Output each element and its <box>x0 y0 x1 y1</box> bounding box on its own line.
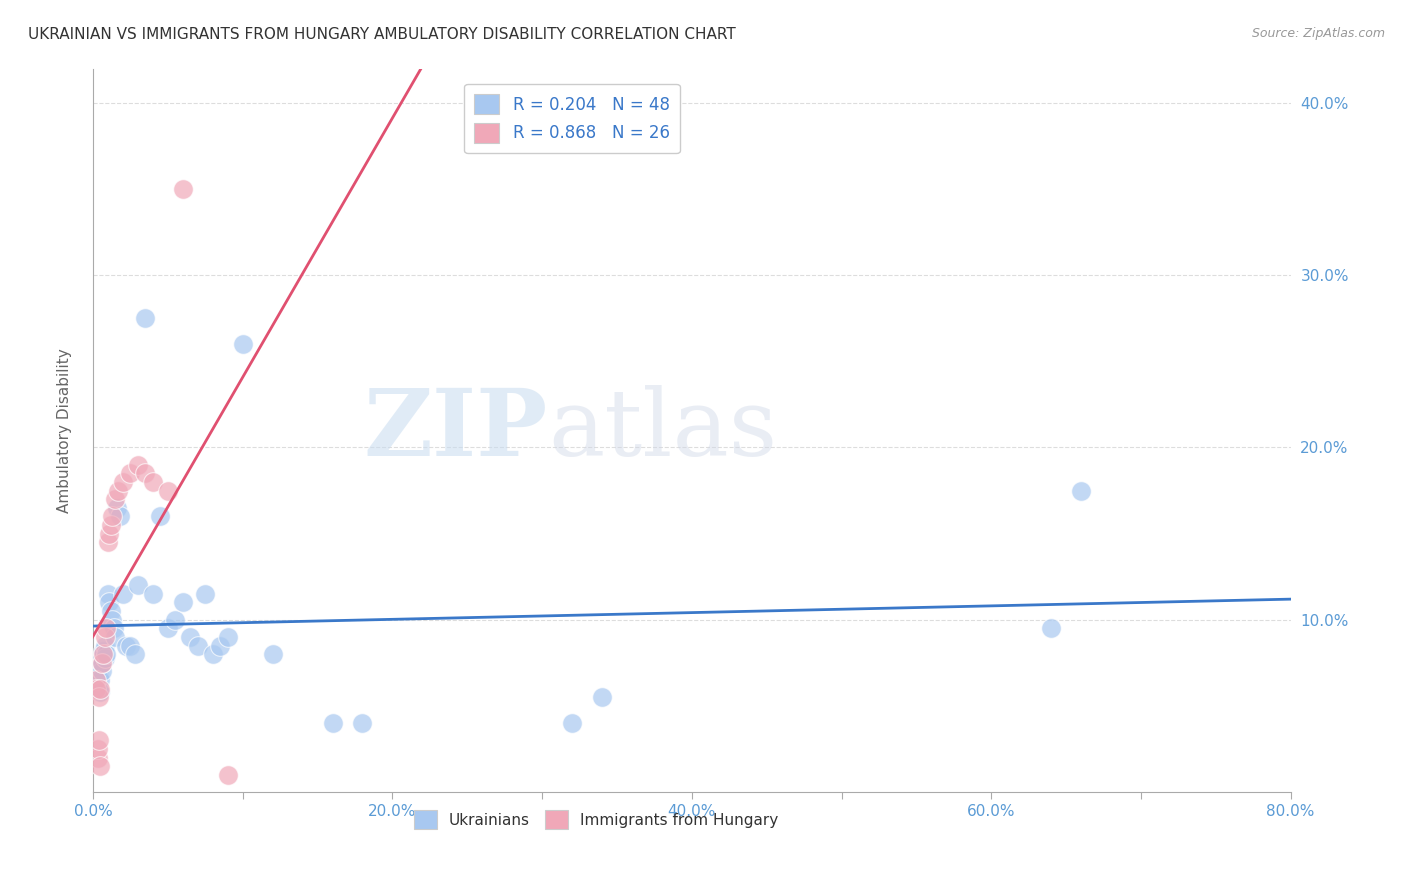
Point <box>111 475 134 489</box>
Point <box>101 613 124 627</box>
Point <box>86 742 108 756</box>
Point <box>352 716 374 731</box>
Point <box>101 509 124 524</box>
Point <box>84 673 107 687</box>
Point <box>156 621 179 635</box>
Point <box>120 467 142 481</box>
Point <box>94 650 117 665</box>
Legend: Ukrainians, Immigrants from Hungary: Ukrainians, Immigrants from Hungary <box>408 804 785 835</box>
Y-axis label: Ambulatory Disability: Ambulatory Disability <box>58 348 72 513</box>
Point <box>127 458 149 472</box>
Point <box>96 621 118 635</box>
Point <box>84 681 107 696</box>
Point <box>86 750 108 764</box>
Point <box>156 483 179 498</box>
Point <box>87 733 110 747</box>
Point <box>100 518 122 533</box>
Point <box>322 716 344 731</box>
Point <box>93 647 115 661</box>
Point <box>108 509 131 524</box>
Point <box>89 681 111 696</box>
Point <box>87 690 110 705</box>
Point <box>97 587 120 601</box>
Point <box>93 647 115 661</box>
Point <box>120 639 142 653</box>
Point <box>217 768 239 782</box>
Point <box>84 673 107 687</box>
Point <box>262 647 284 661</box>
Point <box>1040 621 1063 635</box>
Point <box>87 661 110 675</box>
Point <box>115 639 138 653</box>
Point <box>1070 483 1092 498</box>
Point <box>98 526 121 541</box>
Point <box>179 630 201 644</box>
Point <box>97 535 120 549</box>
Point <box>91 656 114 670</box>
Point <box>217 630 239 644</box>
Point <box>84 665 107 679</box>
Point <box>194 587 217 601</box>
Point <box>142 475 165 489</box>
Point <box>172 182 194 196</box>
Point <box>89 685 111 699</box>
Text: UKRAINIAN VS IMMIGRANTS FROM HUNGARY AMBULATORY DISABILITY CORRELATION CHART: UKRAINIAN VS IMMIGRANTS FROM HUNGARY AMB… <box>28 27 735 42</box>
Point <box>100 604 122 618</box>
Point <box>134 311 156 326</box>
Text: ZIP: ZIP <box>364 385 548 475</box>
Point <box>134 467 156 481</box>
Point <box>104 492 127 507</box>
Point <box>93 644 115 658</box>
Point <box>209 639 232 653</box>
Point <box>172 595 194 609</box>
Point <box>105 500 128 515</box>
Point <box>232 337 254 351</box>
Point <box>96 647 118 661</box>
Point <box>111 587 134 601</box>
Point <box>127 578 149 592</box>
Point <box>591 690 613 705</box>
Point <box>89 673 111 687</box>
Text: Source: ZipAtlas.com: Source: ZipAtlas.com <box>1251 27 1385 40</box>
Point <box>86 681 108 696</box>
Point <box>107 483 129 498</box>
Point <box>103 621 125 635</box>
Point <box>89 759 111 773</box>
Point <box>561 716 583 731</box>
Point <box>142 587 165 601</box>
Point <box>94 630 117 644</box>
Text: atlas: atlas <box>548 385 778 475</box>
Point <box>201 647 224 661</box>
Point <box>86 656 108 670</box>
Point <box>87 668 110 682</box>
Point <box>91 656 114 670</box>
Point <box>98 595 121 609</box>
Point <box>91 665 114 679</box>
Point <box>149 509 172 524</box>
Point <box>187 639 209 653</box>
Point <box>104 630 127 644</box>
Point <box>94 639 117 653</box>
Point <box>124 647 146 661</box>
Point <box>165 613 187 627</box>
